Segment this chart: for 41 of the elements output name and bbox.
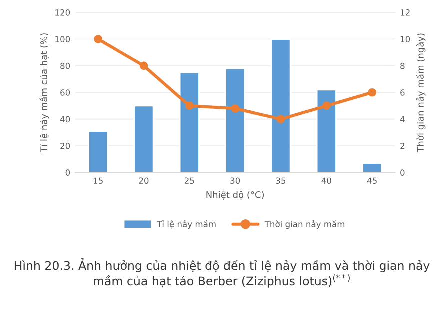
y-axis-title: Tỉ lệ nảy mầm của hạt (%) (40, 34, 50, 152)
x-tick-label: 20 (139, 178, 149, 184)
y-tick-label: 100 (56, 36, 70, 43)
x-tick-label: 40 (322, 178, 332, 184)
y2-tick-label: 10 (400, 36, 410, 43)
bar (88, 130, 109, 173)
bar (270, 38, 292, 173)
point (276, 115, 286, 124)
y-tick-label: 20 (60, 142, 70, 150)
y-tick-label: 40 (60, 116, 70, 123)
x-tick-label: 15 (94, 178, 103, 184)
x-tick-label: 30 (230, 178, 240, 184)
point (94, 35, 102, 44)
x-tick-label: 25 (184, 178, 194, 184)
y2-tick-label: 2 (400, 142, 404, 150)
y2-tick-label: 12 (400, 10, 410, 16)
bar (179, 72, 200, 173)
legend-label: Tỉ lệ nảy mầm (157, 220, 216, 230)
point (185, 102, 194, 110)
x-tick-label: 45 (367, 178, 377, 184)
y-tick-label: 60 (60, 90, 70, 96)
point (231, 104, 240, 113)
x-tick-label: 35 (276, 178, 286, 184)
y2-tick-label: 8 (400, 62, 405, 70)
y2-tick-label: 0 (400, 170, 405, 176)
text: Hình 20.3. Ảnh hưởng của nhiệt độ đến tỉ lệ nảy mầm và thời gian nảy mầm của hạt táo Berber (Ziziphus lotus)$^{(**)}$ (14, 258, 430, 288)
point (322, 102, 331, 110)
y2-tick-label: 4 (400, 116, 405, 122)
y-tick-label: 120 (56, 10, 70, 16)
legend-label: Thời gian nảy mầm (264, 220, 345, 230)
y-tick-label: 0 (66, 170, 70, 176)
y2-axis-title: Thời gian nảy mầm (ngày) (416, 34, 426, 152)
bar (225, 68, 246, 173)
bar (362, 162, 383, 173)
x-axis-title: Nhiệt độ (°C) (206, 190, 264, 200)
bar (316, 89, 337, 173)
y2-tick-label: 6 (400, 90, 405, 96)
y-tick-label: 80 (60, 62, 70, 70)
point (368, 88, 376, 97)
point (140, 62, 148, 70)
bar (134, 105, 154, 173)
